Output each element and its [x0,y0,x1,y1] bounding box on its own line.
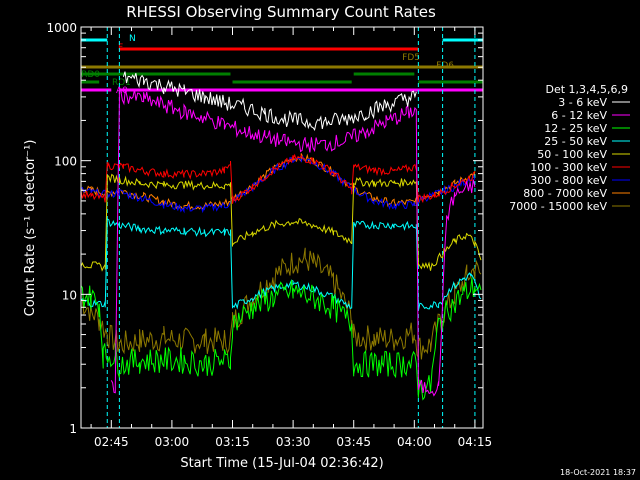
legend-label-300-800-kev: 300 - 800 keV [530,174,607,187]
legend-label-25-50-kev: 25 - 50 keV [544,135,607,148]
x-tick-label: 03:30 [276,435,311,449]
legend-label-800-7000-kev: 800 - 7000 keV [523,187,607,200]
x-axis-label: Start Time (15-Jul-04 02:36:42) [180,456,383,471]
series-line-50-100-kev [80,173,482,272]
data-series [80,71,482,401]
x-tick-label: 03:00 [155,435,190,449]
flag-label-rd0: RD0 [81,70,100,80]
series-line-100-300-kev [80,153,476,204]
x-tick-label: 04:15 [458,435,493,449]
x-tick-label: 04:00 [397,435,432,449]
legend-label-12-25-kev: 12 - 25 keV [544,122,607,135]
legend-label-3-6-kev: 3 - 6 keV [558,96,607,109]
y-axis-ticks: 1 10 100 1000 [46,21,483,436]
flag-label-f: F [118,43,123,53]
x-tick-label: 02:45 [94,435,129,449]
flag-label-fd6: FD6 [436,61,454,71]
flag-label-fd5: FD5 [402,53,420,63]
y-tick-label: 10 [62,288,77,302]
chart-title: RHESSI Observing Summary Count Rates [126,3,436,21]
legend-label-50-100-kev: 50 - 100 keV [537,148,607,161]
series-line-6-12-kev [110,87,476,397]
legend-label-7000-15000-kev: 7000 - 15000 keV [509,200,607,213]
y-tick-label: 100 [54,155,77,169]
series-line-3-6-kev [122,71,417,132]
timestamp: 18-Oct-2021 18:37 [560,468,636,477]
series-line-12-25-kev [80,277,482,401]
x-tick-label: 03:45 [336,435,371,449]
plot-frame [80,26,484,429]
legend-label-6-12-kev: 6 - 12 keV [551,109,607,122]
x-tick-label: 03:15 [215,435,250,449]
y-tick-label: 1 [69,422,77,436]
legend-label-100-300-kev: 100 - 300 keV [530,161,607,174]
flag-label-a0: A0 [116,86,128,96]
y-tick-label: 1000 [46,21,77,35]
series-line-300-800-kev [80,155,476,214]
x-axis-ticks: 02:45 03:00 03:15 03:30 03:45 04:00 04:15 [90,27,493,449]
flag-label-n: N [129,34,136,44]
legend-title: Det 1,3,4,5,6,9 [545,83,628,96]
flag-label-rd1: RD1 [112,78,131,88]
series-line-25-50-kev [80,218,482,311]
y-axis-label: Count Rate (s⁻¹ detector⁻¹) [23,140,38,317]
series-line-7000-15000-kev [80,247,482,360]
